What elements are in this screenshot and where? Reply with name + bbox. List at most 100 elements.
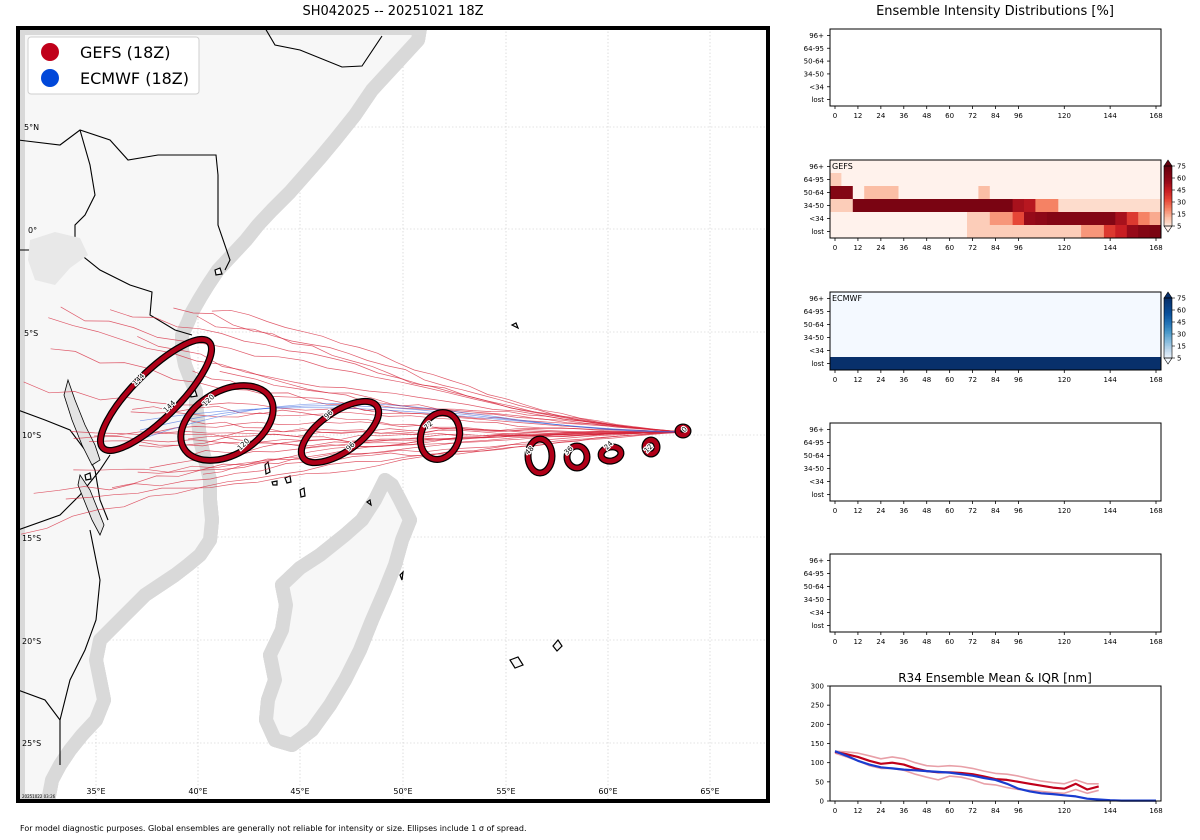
heatmap-cell [1058,212,1071,225]
heatmap-cell [967,225,979,238]
colorbar-segment [1164,308,1172,311]
heatmap-cell [1012,160,1025,173]
heatmap-cell [909,160,922,173]
heatmap-cell [967,173,979,186]
colorbar-segment [1164,304,1172,307]
colorbar-segment [1164,194,1172,197]
heatmap-cell [864,199,877,212]
x-tick-label: 144 [1103,507,1117,515]
r34-x-tick-label: 144 [1103,807,1117,815]
heatmap-cell [1115,186,1128,199]
forecast-ellipse [564,443,590,471]
heatmap-cell [921,160,934,173]
ecmwf-panel-label: ECMWF [832,294,862,303]
forecast-ellipse [675,424,691,438]
x-tick-label: 96 [1014,638,1023,646]
heatmap-cell [1001,173,1014,186]
forecast-hour-label: 0 [680,425,689,434]
x-tick-label: 60 [945,376,954,384]
y-tick-label: lost [811,228,824,236]
y-tick-label: 96+ [809,426,824,434]
r34-x-tick-label: 0 [833,807,837,815]
colorbar-segment [1164,344,1172,347]
colorbar-segment [1164,311,1172,314]
x-tick-label: 72 [968,638,977,646]
legend-ecmwf-marker [41,69,59,87]
y-tick-label: lost [811,622,824,630]
heatmap-cell [955,225,968,238]
heatmap-cell [1058,160,1071,173]
gefs-member-track [73,431,691,447]
heatmap-cell [1138,173,1151,186]
x-tick-label: 48 [922,507,931,515]
colorbar-segment [1164,302,1172,305]
heatmap-cell [830,225,842,238]
madagascar [259,473,417,752]
x-tick-label: 72 [968,507,977,515]
heatmap-cell [1092,173,1105,186]
colorbar-tick-label: 75 [1177,295,1186,303]
heatmap-cell [955,212,968,225]
gefs-member-track [60,306,691,433]
heatmap-cell [830,173,842,186]
heatmap-cell [978,212,991,225]
heatmap-cell [830,212,842,225]
colorbar-segment [1164,191,1172,194]
heatmap-cell [1138,160,1151,173]
y-tick-label: <34 [809,83,824,91]
lat-label: 25°S [22,739,41,748]
r34-background [830,686,1161,801]
heatmap-cell [909,212,922,225]
heatmap-cell [1012,186,1025,199]
colorbar-segment [1164,170,1172,173]
colorbar-tick-label: 75 [1177,163,1186,171]
x-tick-label: 144 [1103,376,1117,384]
x-tick-label: 0 [833,507,837,515]
heatmap-cell [1035,186,1048,199]
heatmap-cell [898,225,911,238]
footnote: For model diagnostic purposes. Global en… [20,824,527,833]
colorbar-tick-label: 60 [1177,175,1186,183]
lat-label: 15°S [22,534,41,543]
colorbar-segment [1164,353,1172,356]
y-tick-label: 50-64 [804,452,825,460]
legend-gefs-label: GEFS (18Z) [80,43,170,62]
colorbar-min-arrow [1163,357,1173,365]
y-tick-label: 34-50 [804,202,824,210]
gefs-member-track [188,429,691,440]
heatmap-cell [887,173,899,186]
colorbar-segment [1164,310,1172,313]
intensity-panel-empty-2: 96+ 64-95 50-64 34-50 <34 lost 0 12 24 36 48 60 72 84… [804,422,1163,515]
colorbar-segment [1164,173,1172,176]
heatmap-cell [830,292,1161,305]
r34-series-ecmwf-mean [834,750,1156,802]
heatmap-cell [875,186,888,199]
lon-label: 55°E [496,787,515,796]
ecmwf-member-track [139,407,691,433]
heatmap-cell [909,225,922,238]
colorbar-segment [1164,199,1172,202]
heatmap-cell [1069,199,1082,212]
y-tick-label: <34 [809,478,824,486]
heatmap-cell [1046,160,1059,173]
heatmap-cell [1092,186,1105,199]
x-tick-label: 120 [1058,638,1071,646]
heatmap-cell [955,160,968,173]
colorbar-segment [1164,209,1172,212]
colorbar-segment [1164,328,1172,331]
colorbar-segment [1164,211,1172,214]
x-tick-label: 168 [1149,507,1162,515]
heatmap-cell [898,173,911,186]
x-tick-label: 24 [876,376,885,384]
heatmap-cell [1024,186,1036,199]
x-tick-label: 48 [922,244,931,252]
legend-ecmwf-label: ECMWF (18Z) [80,69,189,88]
colorbar-segment [1164,331,1172,334]
colorbar-segment [1164,322,1172,325]
colorbar-max-arrow [1163,291,1173,299]
colorbar-segment [1164,179,1172,182]
colorbar-segment [1164,323,1172,326]
y-tick-label: 64-95 [804,439,824,447]
r34-title: R34 Ensemble Mean & IQR [nm] [898,671,1092,685]
